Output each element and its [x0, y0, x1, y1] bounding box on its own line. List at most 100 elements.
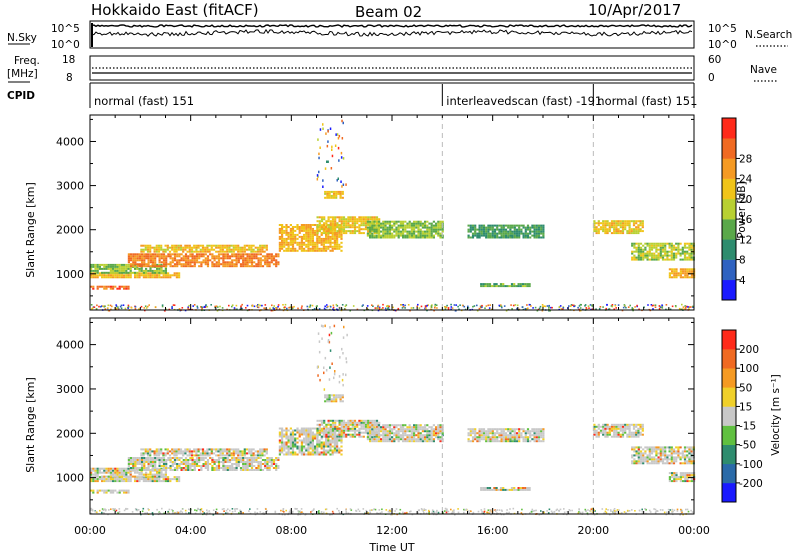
power-cell: [196, 253, 198, 255]
power-cell: [244, 253, 246, 255]
power-cell: [141, 268, 143, 270]
power-cell: [505, 233, 507, 235]
velocity-cell: [600, 430, 602, 432]
velocity-cell: [303, 438, 305, 440]
power-cell: [94, 268, 96, 270]
power-cell: [417, 231, 419, 233]
power-cell: [615, 222, 617, 224]
power-cell: [413, 233, 415, 235]
power-cell: [485, 237, 487, 239]
velocity-cell: [598, 428, 600, 430]
velocity-cell: [369, 420, 371, 422]
power-cell: [97, 276, 99, 278]
power-cell: [130, 276, 132, 278]
velocity-cell: [520, 434, 522, 436]
velocity-cell: [332, 442, 334, 444]
velocity-cell: [191, 452, 193, 454]
velocity-cell: [433, 434, 435, 436]
power-cell: [211, 253, 213, 255]
power-cell: [296, 244, 298, 246]
power-cell: [327, 248, 329, 250]
velocity-cell: [290, 444, 292, 446]
power-cell: [369, 233, 371, 235]
power-cell: [247, 261, 249, 263]
power-cell: [192, 261, 194, 263]
velocity-cell: [439, 426, 441, 428]
velocity-cell: [514, 440, 516, 442]
power-cell: [509, 285, 511, 287]
velocity-cell: [240, 459, 242, 461]
velocity-cell: [622, 424, 624, 426]
power-cell: [253, 265, 255, 267]
velocity-cell: [376, 424, 378, 426]
velocity-cell: [116, 476, 118, 478]
power-noise-cell: [171, 307, 173, 309]
velocity-cell: [442, 440, 444, 442]
power-cell: [433, 227, 435, 229]
power-cell: [170, 255, 172, 257]
power-cell: [653, 253, 655, 255]
velocity-cell: [378, 428, 380, 430]
velocity-cell: [132, 467, 134, 469]
velocity-cell: [350, 434, 352, 436]
velocity-cell: [200, 467, 202, 469]
power-cell: [128, 257, 130, 259]
velocity-cell: [343, 432, 345, 434]
velocity-cell: [187, 463, 189, 465]
power-cell: [515, 285, 517, 287]
power-cell: [222, 251, 224, 253]
power-cell: [642, 259, 644, 261]
power-cell: [192, 255, 194, 257]
velocity-cell: [145, 452, 147, 454]
power-cell: [494, 231, 496, 233]
velocity-cell: [611, 430, 613, 432]
velocity-cell: [260, 457, 262, 459]
power-cell: [356, 226, 358, 228]
velocity-cell: [94, 474, 96, 476]
velocity-cell: [154, 463, 156, 465]
power-cell: [318, 238, 320, 240]
power-cell: [520, 231, 522, 233]
velocity-cell: [525, 434, 527, 436]
velocity-cell: [503, 434, 505, 436]
power-cell: [169, 247, 171, 249]
velocity-cell: [321, 422, 323, 424]
power-cell: [613, 230, 615, 232]
power-cell: [673, 272, 675, 274]
power-cell: [233, 263, 235, 265]
power-cell: [180, 247, 182, 249]
power-cell: [294, 230, 296, 232]
velocity-cell: [323, 442, 325, 444]
power-cell: [216, 261, 218, 263]
power-cell: [178, 245, 180, 247]
velocity-cell: [439, 424, 441, 426]
velocity-cell: [303, 434, 305, 436]
velocity-cell: [279, 428, 281, 430]
power-cell: [635, 230, 637, 232]
power-cell: [662, 245, 664, 247]
velocity-cell: [325, 450, 327, 452]
velocity-cell: [310, 432, 312, 434]
power-cell: [671, 272, 673, 274]
power-cell: [148, 253, 150, 255]
velocity-cell: [538, 430, 540, 432]
power-cell: [108, 264, 110, 266]
power-cell: [373, 231, 375, 233]
power-cell: [125, 274, 127, 276]
power-cell: [170, 253, 172, 255]
velocity-cell: [158, 472, 160, 474]
velocity-cell: [343, 428, 345, 430]
power-cell: [141, 261, 143, 263]
power-cell: [431, 225, 433, 227]
power-cell: [516, 235, 518, 237]
velocity-cell: [281, 442, 283, 444]
power-cell: [260, 253, 262, 255]
power-cell: [119, 274, 121, 276]
velocity-cell: [159, 461, 161, 463]
power-cell: [334, 238, 336, 240]
power-cell: [358, 232, 360, 234]
velocity-cell: [336, 426, 338, 428]
power-cell: [413, 231, 415, 233]
power-cell: [189, 249, 191, 251]
